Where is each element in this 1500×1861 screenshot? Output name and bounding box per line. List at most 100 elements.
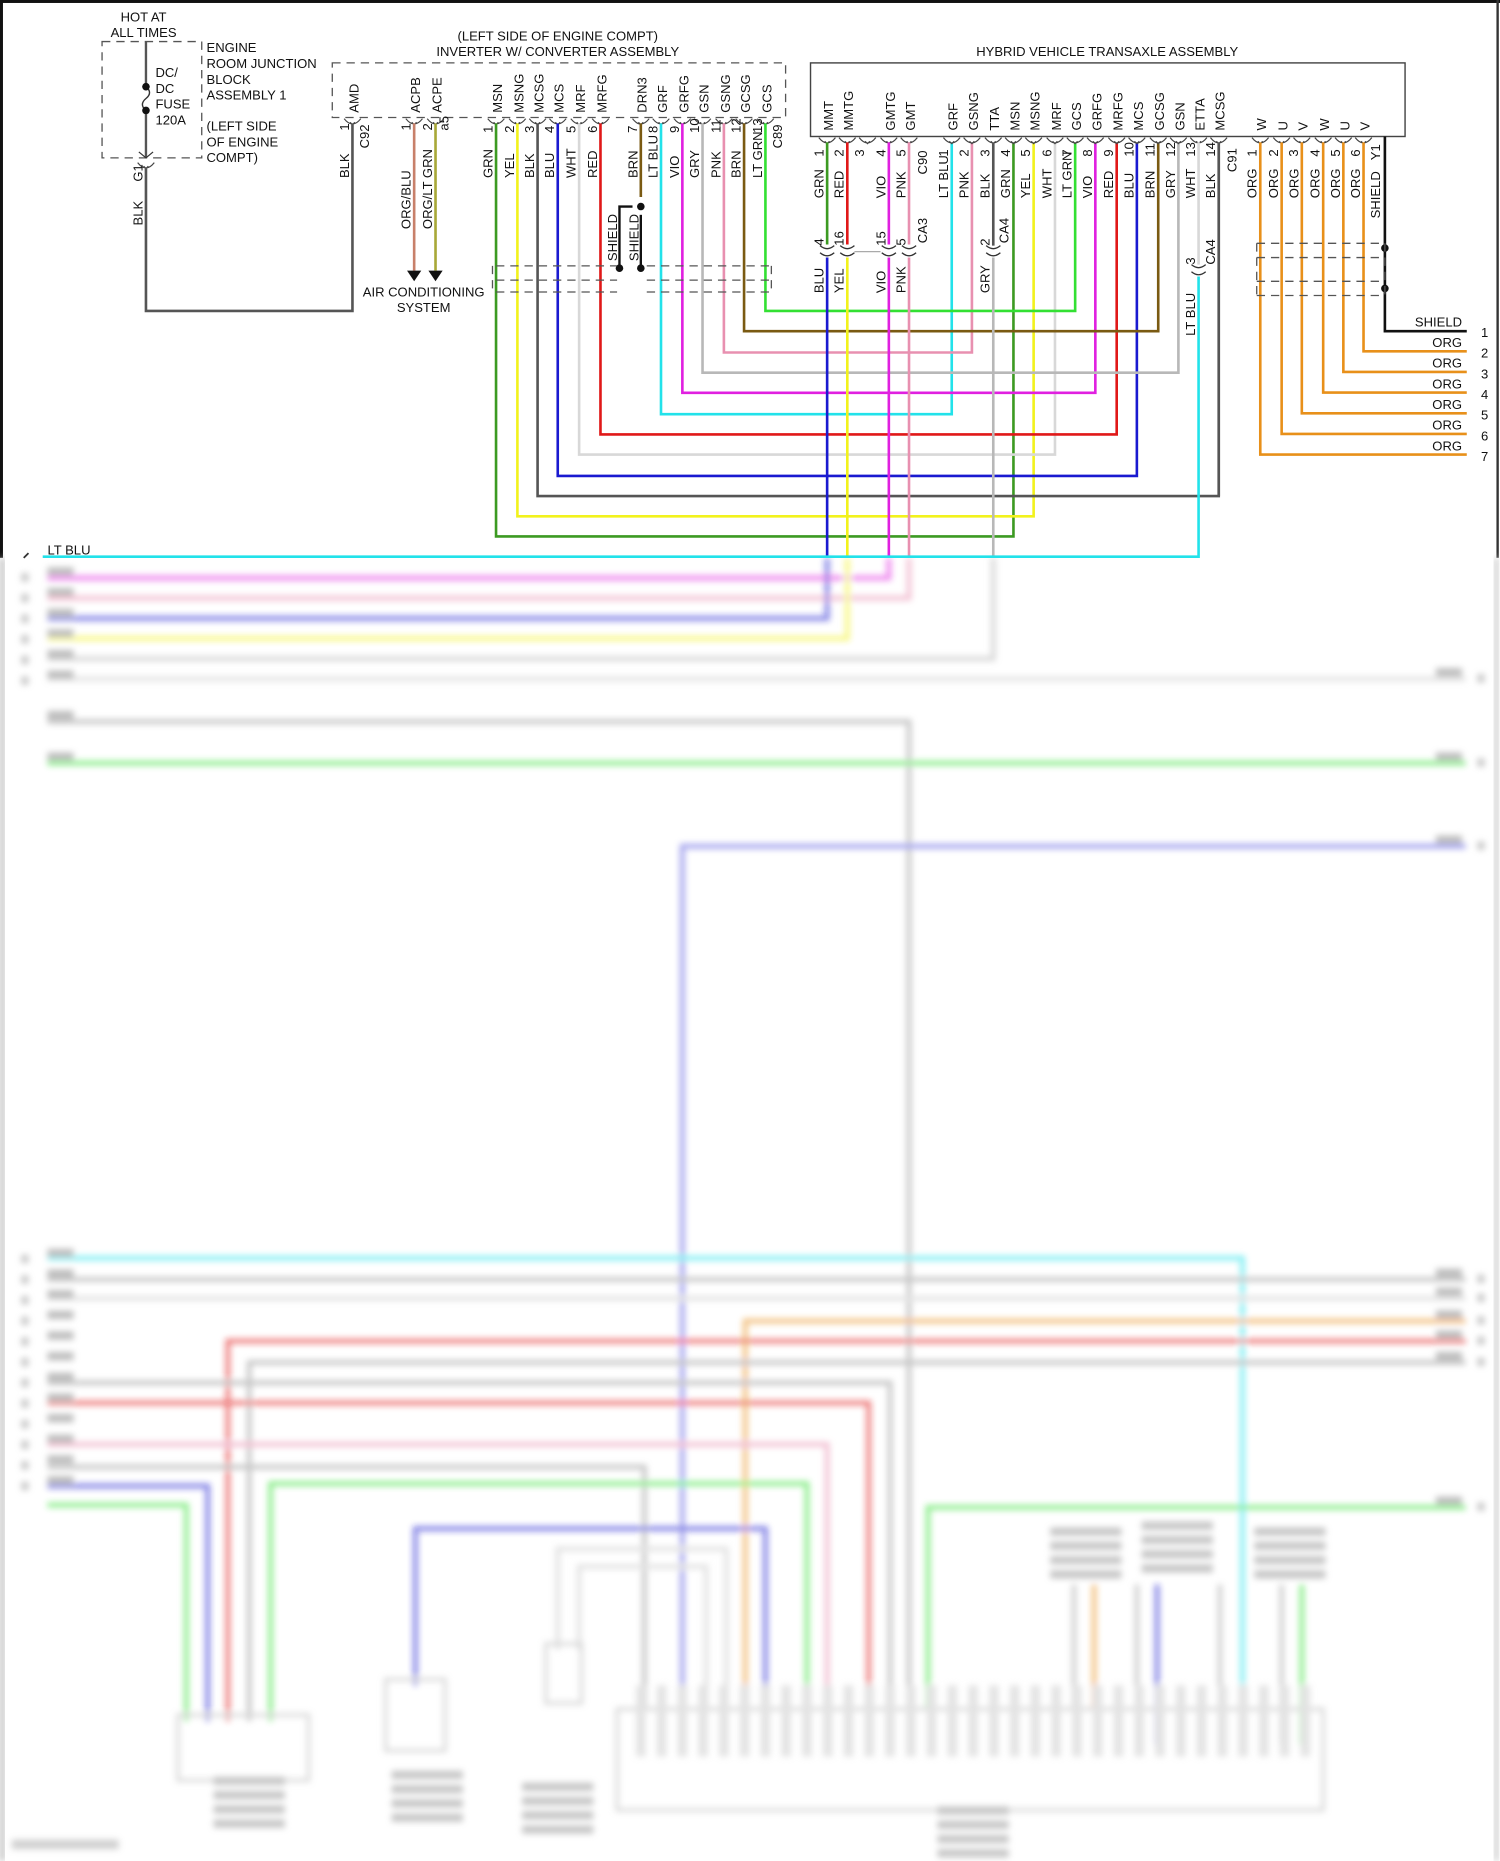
junction-block-location: OF ENGINE	[206, 134, 278, 149]
blurred-wire[interactable]	[47, 557, 892, 581]
blurred-wire[interactable]	[225, 1338, 1466, 1721]
blurred-label	[47, 710, 74, 720]
pin-number: 5	[1018, 149, 1033, 156]
connector-id: Y1	[1368, 144, 1383, 160]
blurred-wire[interactable]	[47, 1502, 189, 1721]
harness-wire-mrf[interactable]	[577, 123, 1057, 456]
pin-name: MRFG	[1111, 92, 1126, 130]
pin-name: GSNG	[718, 74, 733, 112]
blurred-pin	[1279, 1685, 1290, 1757]
blurred-wire[interactable]	[47, 1483, 211, 1721]
splice-dot-icon	[637, 264, 645, 273]
output-wire-5[interactable]	[1300, 142, 1467, 415]
blurred-pin	[1134, 1685, 1144, 1757]
connector-id: CA4	[997, 218, 1012, 243]
shield-label: SHIELD	[1368, 171, 1383, 218]
pin-number: 2	[832, 149, 847, 156]
blurred-label	[1435, 752, 1463, 761]
inline-connector-icon	[881, 245, 897, 257]
pin-name: GRF	[946, 103, 961, 131]
pin-name: MCS	[552, 83, 567, 112]
blurred-wire[interactable]	[412, 1526, 768, 1710]
ground-wire[interactable]	[144, 123, 354, 313]
output-wire-4[interactable]	[1321, 142, 1467, 394]
pin-number: 6	[1039, 149, 1054, 156]
blurred-text-block	[1141, 1521, 1213, 1530]
harness-wire-mrfg[interactable]	[599, 123, 1118, 436]
shield-label: SHIELD	[605, 214, 620, 261]
shield-wire[interactable]	[618, 205, 633, 269]
blurred-wire[interactable]	[555, 1546, 729, 1710]
pin-number: 10	[687, 118, 702, 133]
pin-name: GCS	[1069, 102, 1084, 131]
fuse-label: DC	[155, 81, 174, 96]
pin-number: 4	[542, 126, 557, 133]
blurred-label	[47, 608, 74, 617]
blurred-wire[interactable]	[742, 1318, 1466, 1710]
blurred-wire[interactable]	[47, 557, 912, 601]
blurred-pin	[1196, 1685, 1207, 1757]
pin-number: 15	[873, 231, 888, 246]
pin-number: 6	[1348, 149, 1363, 156]
blurred-wire[interactable]	[47, 1255, 1245, 1710]
harness-wire-gcs[interactable]	[764, 123, 1077, 313]
pin-number: 2	[420, 123, 435, 130]
output-wire-7[interactable]	[1258, 142, 1467, 456]
connector-pin-icon	[1066, 137, 1084, 145]
blurred-wire[interactable]	[47, 557, 996, 662]
blurred-wire[interactable]	[268, 1481, 810, 1721]
harness-wire-msng[interactable]	[516, 123, 1035, 518]
transaxle-outline	[809, 62, 1406, 138]
wire-lt-blu-lead[interactable]	[42, 276, 1200, 558]
output-wire-3[interactable]	[1342, 142, 1467, 374]
wire-color-label: ORG	[1245, 168, 1260, 198]
transaxle-title: HYBRID VEHICLE TRANSAXLE ASSEMBLY	[976, 44, 1238, 59]
connector-pin-icon	[858, 137, 877, 145]
blurred-pin	[1300, 1685, 1311, 1757]
pin-number: 3	[852, 149, 867, 156]
pin-number: 6	[585, 126, 600, 133]
blurred-wire[interactable]	[246, 1360, 1466, 1721]
wire-color-label: PNK	[708, 151, 723, 178]
shield-sleeve-y1	[1256, 242, 1386, 297]
output-wire-6[interactable]	[1280, 142, 1467, 436]
harness-wire-gcsg[interactable]	[742, 123, 1160, 333]
junction-block-location: (LEFT SIDE	[206, 119, 276, 134]
blurred-pin	[760, 1685, 771, 1757]
blurred-wire[interactable]	[47, 1400, 872, 1710]
blurred-pin	[1072, 1685, 1082, 1757]
harness-wire-gsn[interactable]	[701, 123, 1180, 374]
connector-id: C89	[770, 124, 785, 148]
wire-color-label: YEL	[1018, 174, 1033, 199]
blurred-pin	[885, 1685, 895, 1757]
blurred-wire[interactable]	[47, 1464, 647, 1710]
blurred-pin	[947, 1685, 958, 1757]
output-wire-2[interactable]	[1362, 142, 1467, 353]
pin-name: MCSG	[532, 74, 547, 113]
blurred-wire[interactable]	[47, 1442, 830, 1710]
pin-name: MRF	[573, 84, 588, 112]
blurred-wire[interactable]	[925, 1504, 1466, 1710]
blurred-wire[interactable]	[47, 557, 850, 641]
harness-wire-msn[interactable]	[494, 123, 1015, 538]
blurred-wire[interactable]	[47, 719, 912, 1710]
pin-name: GSNG	[966, 92, 981, 130]
blurred-label	[47, 1248, 74, 1258]
connector-pin-icon	[1149, 137, 1168, 145]
blurred-wire[interactable]	[576, 1564, 709, 1710]
blurred-wire[interactable]	[47, 557, 830, 621]
shield-wire[interactable]	[1383, 136, 1467, 333]
harness-wire-grf[interactable]	[659, 123, 954, 416]
blurred-pin	[1259, 1685, 1269, 1757]
blurred-number	[21, 1399, 29, 1408]
blurred-wire[interactable]	[47, 1380, 893, 1710]
pin-name: GSN	[696, 84, 711, 112]
wire-color-label: WHT	[1183, 168, 1198, 198]
blurred-number	[21, 1275, 29, 1284]
pin-number: 5	[1328, 149, 1343, 156]
ground-connector-id: G1	[130, 164, 145, 181]
wire-color-label: BLK	[522, 153, 537, 178]
blurred-wire[interactable]	[679, 843, 1466, 1710]
